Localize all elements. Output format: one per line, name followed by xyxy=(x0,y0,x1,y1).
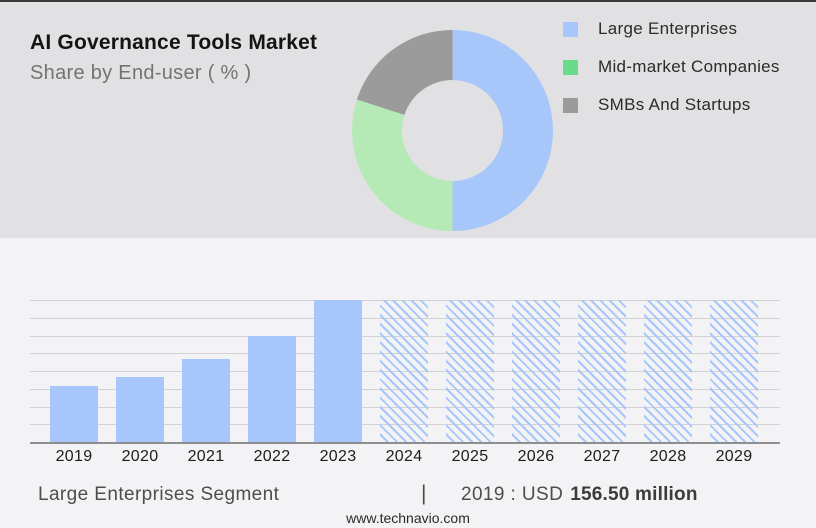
separator: | xyxy=(421,482,427,505)
page-subtitle: Share by End-user ( % ) xyxy=(30,62,252,84)
legend-label: Large Enterprises xyxy=(598,19,738,38)
value-text: 2019 : USD 156.50 million xyxy=(461,484,698,506)
bar-2022 xyxy=(248,336,296,442)
bar-2029-forecast xyxy=(710,300,758,442)
donut-chart xyxy=(352,30,553,231)
x-label-2020: 2020 xyxy=(121,448,159,465)
page-title: AI Governance Tools Market xyxy=(30,31,318,54)
x-label-2026: 2026 xyxy=(517,448,555,465)
bar-2021 xyxy=(182,358,230,442)
legend: Large Enterprises Mid-market Companies SMB… xyxy=(563,19,780,133)
x-axis-line xyxy=(30,442,780,444)
segment-label: Large Enterprises Segment xyxy=(38,484,280,505)
legend-swatch-icon xyxy=(563,21,578,37)
value-amount: 156.50 million xyxy=(570,484,698,505)
value-prefix: 2019 : USD xyxy=(461,484,564,505)
legend-label: Mid-market Companies xyxy=(598,57,780,76)
x-label-2023: 2023 xyxy=(319,448,357,465)
donut-hole xyxy=(402,80,503,181)
bar-2028-forecast xyxy=(644,300,692,442)
bar-chart: 2019 2020 2021 2022 2023 2024 2025 2026 2027 2028… xyxy=(30,300,780,465)
x-label-2021: 2021 xyxy=(187,448,225,465)
bar-2020 xyxy=(116,376,164,442)
bar-2027-forecast xyxy=(578,300,626,442)
legend-swatch-icon xyxy=(563,59,578,75)
bar-2019 xyxy=(50,386,98,442)
x-label-2019: 2019 xyxy=(55,448,93,465)
x-label-2027: 2027 xyxy=(583,448,621,465)
summary-panel: AI Governance Tools Market Share by End-… xyxy=(0,0,816,238)
x-label-2025: 2025 xyxy=(451,448,489,465)
bar-2025-forecast xyxy=(446,300,494,442)
website-link[interactable]: www.technavio.com xyxy=(346,510,470,526)
bar-2023 xyxy=(314,300,362,442)
x-label-2024: 2024 xyxy=(385,448,423,465)
bar-2024-forecast xyxy=(380,300,428,442)
x-label-2028: 2028 xyxy=(649,448,687,465)
x-label-2029: 2029 xyxy=(715,448,753,465)
legend-swatch-icon xyxy=(563,97,578,113)
bar-2026-forecast xyxy=(512,300,560,442)
bar-chart-panel: 2019 2020 2021 2022 2023 2024 2025 2026 2027 2028… xyxy=(0,238,816,528)
legend-item: SMBs And Startups xyxy=(563,95,780,115)
x-label-2022: 2022 xyxy=(253,448,291,465)
legend-item: Large Enterprises xyxy=(563,19,780,39)
legend-label: SMBs And Startups xyxy=(598,95,751,114)
legend-item: Mid-market Companies xyxy=(563,57,780,77)
